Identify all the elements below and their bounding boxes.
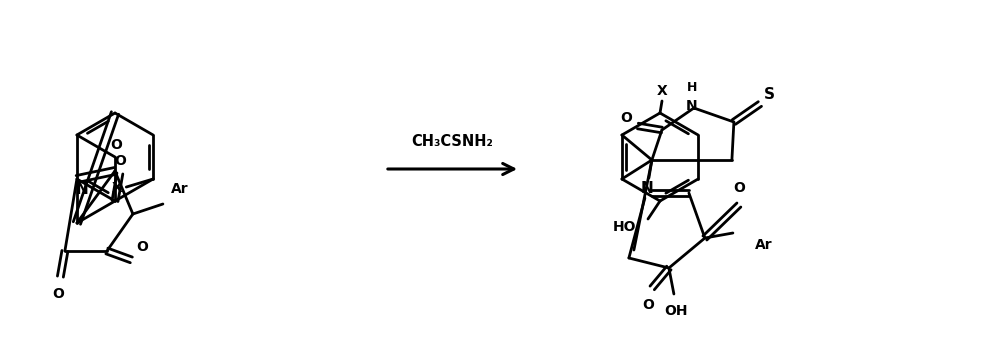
Text: O: O — [114, 154, 126, 168]
Text: OH: OH — [664, 304, 688, 318]
Text: S: S — [763, 87, 774, 101]
Text: N: N — [76, 182, 88, 196]
Text: X: X — [112, 181, 123, 195]
Text: O: O — [620, 111, 632, 125]
Text: N: N — [641, 181, 654, 195]
Text: O: O — [137, 240, 148, 254]
Text: N: N — [686, 99, 698, 113]
Text: O: O — [110, 138, 122, 152]
Text: O: O — [643, 298, 654, 312]
Text: X: X — [657, 84, 668, 98]
Text: H: H — [687, 81, 697, 94]
Text: O: O — [733, 181, 745, 195]
Text: CH₃CSNH₂: CH₃CSNH₂ — [411, 134, 493, 149]
Text: O: O — [53, 286, 64, 301]
Text: HO: HO — [613, 220, 636, 234]
Text: Ar: Ar — [171, 182, 189, 196]
Text: Ar: Ar — [754, 238, 772, 252]
